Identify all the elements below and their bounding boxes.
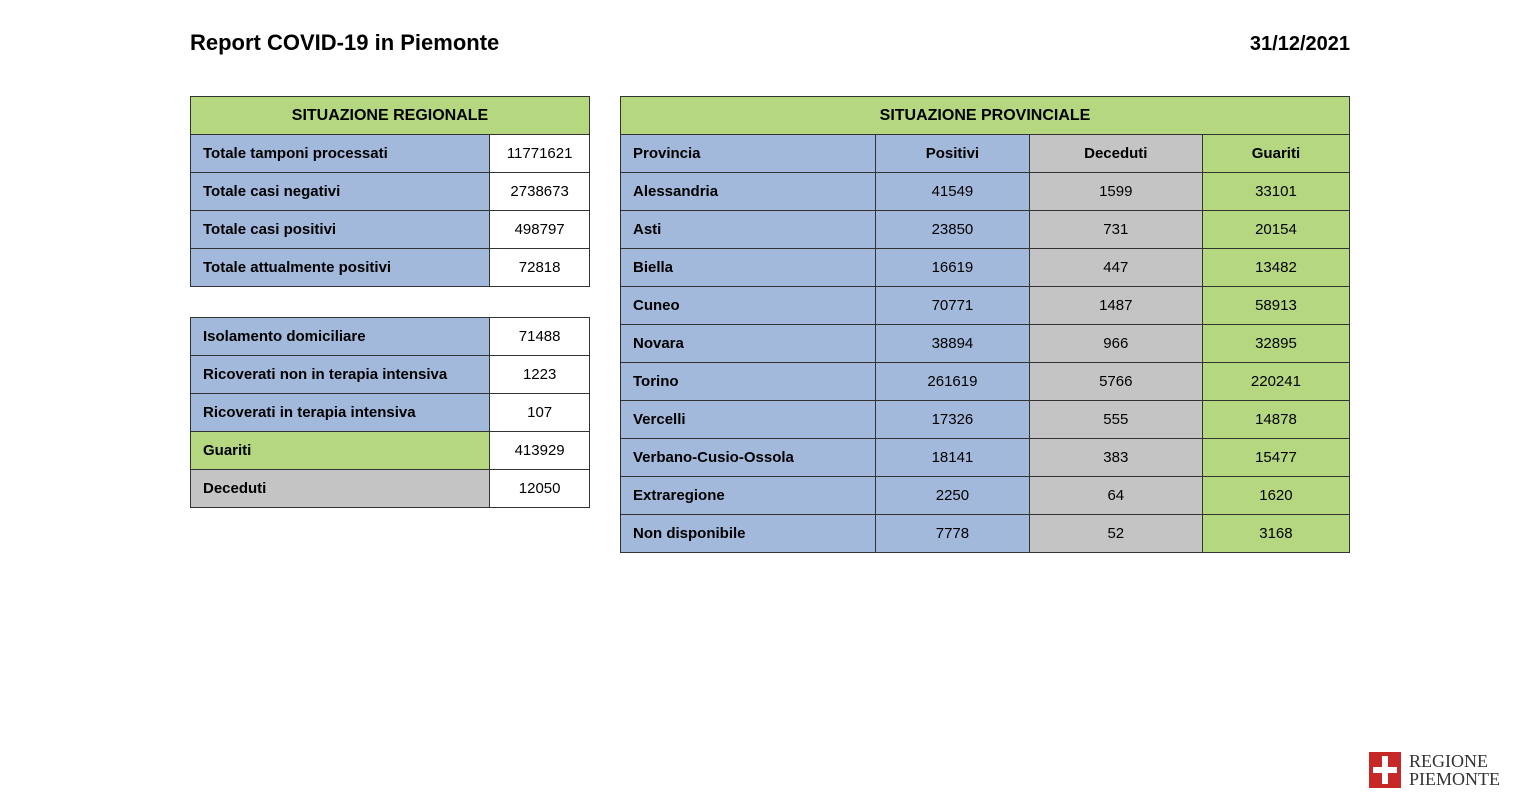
data-cell: 1487 bbox=[1029, 287, 1202, 325]
shield-icon bbox=[1369, 752, 1401, 788]
regional-breakdown-table: Isolamento domiciliare71488Ricoverati no… bbox=[190, 317, 590, 508]
data-cell: 16619 bbox=[876, 249, 1030, 287]
column-header: Positivi bbox=[876, 135, 1030, 173]
data-cell: 23850 bbox=[876, 211, 1030, 249]
table-row: Asti2385073120154 bbox=[621, 211, 1350, 249]
table-row: Verbano-Cusio-Ossola1814138315477 bbox=[621, 439, 1350, 477]
data-cell: 1599 bbox=[1029, 173, 1202, 211]
data-cell: 7778 bbox=[876, 515, 1030, 553]
row-value: 107 bbox=[490, 394, 590, 432]
provincia-cell: Torino bbox=[621, 363, 876, 401]
provincia-cell: Novara bbox=[621, 325, 876, 363]
table-row: Guariti413929 bbox=[191, 432, 590, 470]
provincia-cell: Verbano-Cusio-Ossola bbox=[621, 439, 876, 477]
row-value: 2738673 bbox=[490, 173, 590, 211]
provincial-title: SITUAZIONE PROVINCIALE bbox=[621, 97, 1350, 135]
provincial-table: SITUAZIONE PROVINCIALE ProvinciaPositivi… bbox=[620, 96, 1350, 553]
table-row: Alessandria41549159933101 bbox=[621, 173, 1350, 211]
data-cell: 41549 bbox=[876, 173, 1030, 211]
provincia-cell: Asti bbox=[621, 211, 876, 249]
table-row: Cuneo70771148758913 bbox=[621, 287, 1350, 325]
row-label: Totale attualmente positivi bbox=[191, 249, 490, 287]
data-cell: 18141 bbox=[876, 439, 1030, 477]
logo-text: REGIONE PIEMONTE bbox=[1409, 752, 1500, 788]
data-cell: 1620 bbox=[1202, 477, 1349, 515]
data-cell: 2250 bbox=[876, 477, 1030, 515]
data-cell: 14878 bbox=[1202, 401, 1349, 439]
data-cell: 52 bbox=[1029, 515, 1202, 553]
row-label: Totale casi positivi bbox=[191, 211, 490, 249]
data-cell: 38894 bbox=[876, 325, 1030, 363]
data-cell: 261619 bbox=[876, 363, 1030, 401]
table-row: Totale casi positivi498797 bbox=[191, 211, 590, 249]
provincia-cell: Vercelli bbox=[621, 401, 876, 439]
column-header: Deceduti bbox=[1029, 135, 1202, 173]
data-cell: 220241 bbox=[1202, 363, 1349, 401]
row-label: Isolamento domiciliare bbox=[191, 318, 490, 356]
data-cell: 64 bbox=[1029, 477, 1202, 515]
row-value: 12050 bbox=[490, 470, 590, 508]
regional-title: SITUAZIONE REGIONALE bbox=[191, 97, 590, 135]
data-cell: 20154 bbox=[1202, 211, 1349, 249]
table-row: Totale attualmente positivi72818 bbox=[191, 249, 590, 287]
table-row: Totale tamponi processati11771621 bbox=[191, 135, 590, 173]
data-cell: 13482 bbox=[1202, 249, 1349, 287]
row-value: 72818 bbox=[490, 249, 590, 287]
data-cell: 731 bbox=[1029, 211, 1202, 249]
data-cell: 3168 bbox=[1202, 515, 1349, 553]
regione-piemonte-logo: REGIONE PIEMONTE bbox=[1369, 752, 1500, 788]
table-row: Isolamento domiciliare71488 bbox=[191, 318, 590, 356]
table-row: Vercelli1732655514878 bbox=[621, 401, 1350, 439]
data-cell: 17326 bbox=[876, 401, 1030, 439]
left-column: SITUAZIONE REGIONALE Totale tamponi proc… bbox=[190, 96, 590, 553]
table-row: Ricoverati in terapia intensiva107 bbox=[191, 394, 590, 432]
page-title: Report COVID-19 in Piemonte bbox=[190, 30, 499, 56]
data-cell: 5766 bbox=[1029, 363, 1202, 401]
data-cell: 58913 bbox=[1202, 287, 1349, 325]
table-row: Torino2616195766220241 bbox=[621, 363, 1350, 401]
row-label: Deceduti bbox=[191, 470, 490, 508]
row-value: 11771621 bbox=[490, 135, 590, 173]
table-row: Non disponibile7778523168 bbox=[621, 515, 1350, 553]
row-value: 413929 bbox=[490, 432, 590, 470]
data-cell: 15477 bbox=[1202, 439, 1349, 477]
data-cell: 383 bbox=[1029, 439, 1202, 477]
table-row: Biella1661944713482 bbox=[621, 249, 1350, 287]
provincia-cell: Biella bbox=[621, 249, 876, 287]
row-label: Totale tamponi processati bbox=[191, 135, 490, 173]
report-date: 31/12/2021 bbox=[1250, 33, 1350, 56]
data-cell: 32895 bbox=[1202, 325, 1349, 363]
column-header: Guariti bbox=[1202, 135, 1349, 173]
table-row: Novara3889496632895 bbox=[621, 325, 1350, 363]
table-row: Extraregione2250641620 bbox=[621, 477, 1350, 515]
logo-line1: REGIONE bbox=[1409, 752, 1500, 770]
provincia-cell: Cuneo bbox=[621, 287, 876, 325]
provincia-cell: Extraregione bbox=[621, 477, 876, 515]
provincia-cell: Alessandria bbox=[621, 173, 876, 211]
row-value: 498797 bbox=[490, 211, 590, 249]
table-row: Deceduti12050 bbox=[191, 470, 590, 508]
data-cell: 70771 bbox=[876, 287, 1030, 325]
data-cell: 555 bbox=[1029, 401, 1202, 439]
right-column: SITUAZIONE PROVINCIALE ProvinciaPositivi… bbox=[620, 96, 1350, 553]
row-label: Guariti bbox=[191, 432, 490, 470]
table-row: Ricoverati non in terapia intensiva1223 bbox=[191, 356, 590, 394]
row-label: Totale casi negativi bbox=[191, 173, 490, 211]
column-header: Provincia bbox=[621, 135, 876, 173]
data-cell: 966 bbox=[1029, 325, 1202, 363]
header: Report COVID-19 in Piemonte 31/12/2021 bbox=[190, 30, 1350, 56]
row-value: 71488 bbox=[490, 318, 590, 356]
row-label: Ricoverati in terapia intensiva bbox=[191, 394, 490, 432]
regional-table: SITUAZIONE REGIONALE Totale tamponi proc… bbox=[190, 96, 590, 287]
data-cell: 447 bbox=[1029, 249, 1202, 287]
provincia-cell: Non disponibile bbox=[621, 515, 876, 553]
data-cell: 33101 bbox=[1202, 173, 1349, 211]
row-label: Ricoverati non in terapia intensiva bbox=[191, 356, 490, 394]
content: SITUAZIONE REGIONALE Totale tamponi proc… bbox=[190, 96, 1350, 553]
row-value: 1223 bbox=[490, 356, 590, 394]
table-row: Totale casi negativi2738673 bbox=[191, 173, 590, 211]
logo-line2: PIEMONTE bbox=[1409, 770, 1500, 788]
